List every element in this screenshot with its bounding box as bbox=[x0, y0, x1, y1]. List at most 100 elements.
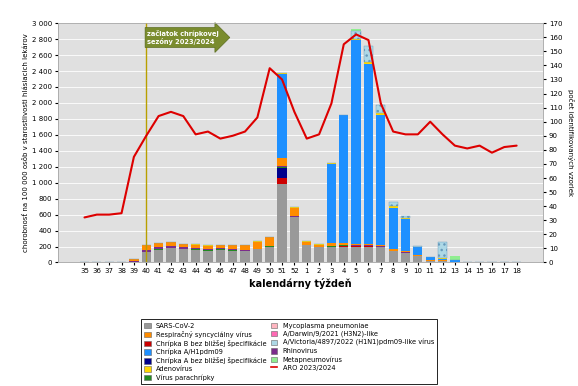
Bar bbox=[327, 246, 336, 247]
Bar bbox=[154, 247, 163, 249]
Bar bbox=[253, 241, 262, 242]
Bar bbox=[351, 31, 361, 39]
Bar bbox=[179, 244, 188, 247]
Bar bbox=[277, 178, 287, 184]
Bar bbox=[290, 208, 299, 216]
Bar bbox=[425, 261, 435, 262]
Bar bbox=[376, 247, 386, 262]
Bar bbox=[228, 251, 238, 262]
Bar bbox=[388, 251, 398, 262]
Bar bbox=[351, 29, 361, 31]
Bar bbox=[166, 246, 176, 248]
Bar bbox=[364, 46, 373, 62]
Bar bbox=[438, 258, 447, 259]
Bar bbox=[203, 249, 213, 250]
Bar bbox=[376, 245, 386, 246]
Bar bbox=[191, 250, 200, 262]
Bar bbox=[290, 217, 299, 262]
Bar bbox=[277, 168, 287, 178]
Bar bbox=[364, 46, 373, 62]
Bar bbox=[388, 208, 398, 249]
Bar bbox=[388, 202, 398, 206]
Bar bbox=[438, 242, 447, 258]
Bar bbox=[277, 167, 287, 168]
Bar bbox=[142, 245, 151, 250]
Bar bbox=[228, 250, 238, 251]
Bar bbox=[438, 260, 447, 261]
Bar bbox=[351, 245, 361, 246]
Bar bbox=[327, 164, 336, 243]
Bar bbox=[339, 242, 349, 245]
Bar bbox=[376, 105, 386, 113]
Bar bbox=[388, 206, 398, 208]
Bar bbox=[438, 242, 447, 258]
Legend: SARS-CoV-2, Respiračný syncyciálny vírus, Chrípka B bez bližšej špecifikácie, Ch: SARS-CoV-2, Respiračný syncyciálny vírus… bbox=[140, 319, 438, 384]
Bar bbox=[364, 64, 373, 244]
Bar bbox=[191, 248, 200, 249]
Y-axis label: chorobnosť na 100 000 osôb v starostlivosti hlásiacich lekárov: chorobnosť na 100 000 osôb v starostlivo… bbox=[23, 34, 29, 252]
Bar bbox=[179, 247, 188, 249]
Bar bbox=[154, 250, 163, 262]
Bar bbox=[154, 242, 163, 247]
Bar bbox=[154, 249, 163, 250]
Bar bbox=[376, 105, 386, 113]
Bar bbox=[351, 244, 361, 245]
Bar bbox=[142, 250, 151, 252]
X-axis label: kalendárny týždeň: kalendárny týždeň bbox=[249, 278, 352, 289]
Bar bbox=[413, 246, 423, 247]
Bar bbox=[351, 247, 361, 262]
Bar bbox=[351, 39, 361, 40]
Bar bbox=[450, 256, 460, 261]
Bar bbox=[253, 242, 262, 249]
Bar bbox=[438, 261, 447, 262]
Bar bbox=[339, 245, 349, 246]
Bar bbox=[327, 247, 336, 262]
Bar bbox=[302, 245, 312, 262]
Bar bbox=[277, 74, 287, 158]
Bar bbox=[240, 251, 250, 262]
Bar bbox=[179, 249, 188, 262]
Bar bbox=[203, 246, 213, 249]
Bar bbox=[166, 248, 176, 262]
Bar bbox=[351, 246, 361, 247]
Bar bbox=[277, 158, 287, 166]
Bar bbox=[203, 245, 213, 246]
Bar bbox=[216, 248, 225, 249]
Bar bbox=[277, 184, 287, 262]
Bar bbox=[129, 259, 139, 261]
Bar bbox=[339, 115, 349, 242]
Bar bbox=[401, 218, 410, 251]
Bar bbox=[142, 252, 151, 262]
Bar bbox=[228, 245, 238, 249]
Bar bbox=[265, 237, 275, 246]
Bar bbox=[413, 256, 423, 262]
Bar bbox=[364, 245, 373, 246]
Bar bbox=[339, 246, 349, 247]
Bar bbox=[413, 246, 423, 247]
Bar bbox=[339, 247, 349, 262]
Bar bbox=[438, 259, 447, 260]
Bar bbox=[228, 249, 238, 250]
Bar bbox=[364, 246, 373, 247]
Bar bbox=[401, 216, 410, 218]
Bar bbox=[351, 31, 361, 39]
Bar bbox=[129, 261, 139, 262]
Bar bbox=[364, 244, 373, 245]
Bar bbox=[388, 249, 398, 251]
Bar bbox=[388, 202, 398, 206]
Bar bbox=[413, 247, 423, 256]
Bar bbox=[277, 73, 287, 74]
Bar bbox=[425, 257, 435, 260]
Bar bbox=[376, 115, 386, 245]
Bar bbox=[450, 261, 460, 262]
Bar bbox=[216, 250, 225, 262]
Bar bbox=[364, 62, 373, 64]
Bar bbox=[191, 245, 200, 248]
Bar bbox=[253, 249, 262, 262]
Bar bbox=[401, 216, 410, 218]
Bar bbox=[314, 244, 324, 245]
Bar bbox=[376, 113, 386, 115]
Bar bbox=[290, 207, 299, 208]
Text: začiatok chrípkovej
sezóny 2023/2024: začiatok chrípkovej sezóny 2023/2024 bbox=[147, 30, 219, 45]
Bar bbox=[240, 250, 250, 251]
